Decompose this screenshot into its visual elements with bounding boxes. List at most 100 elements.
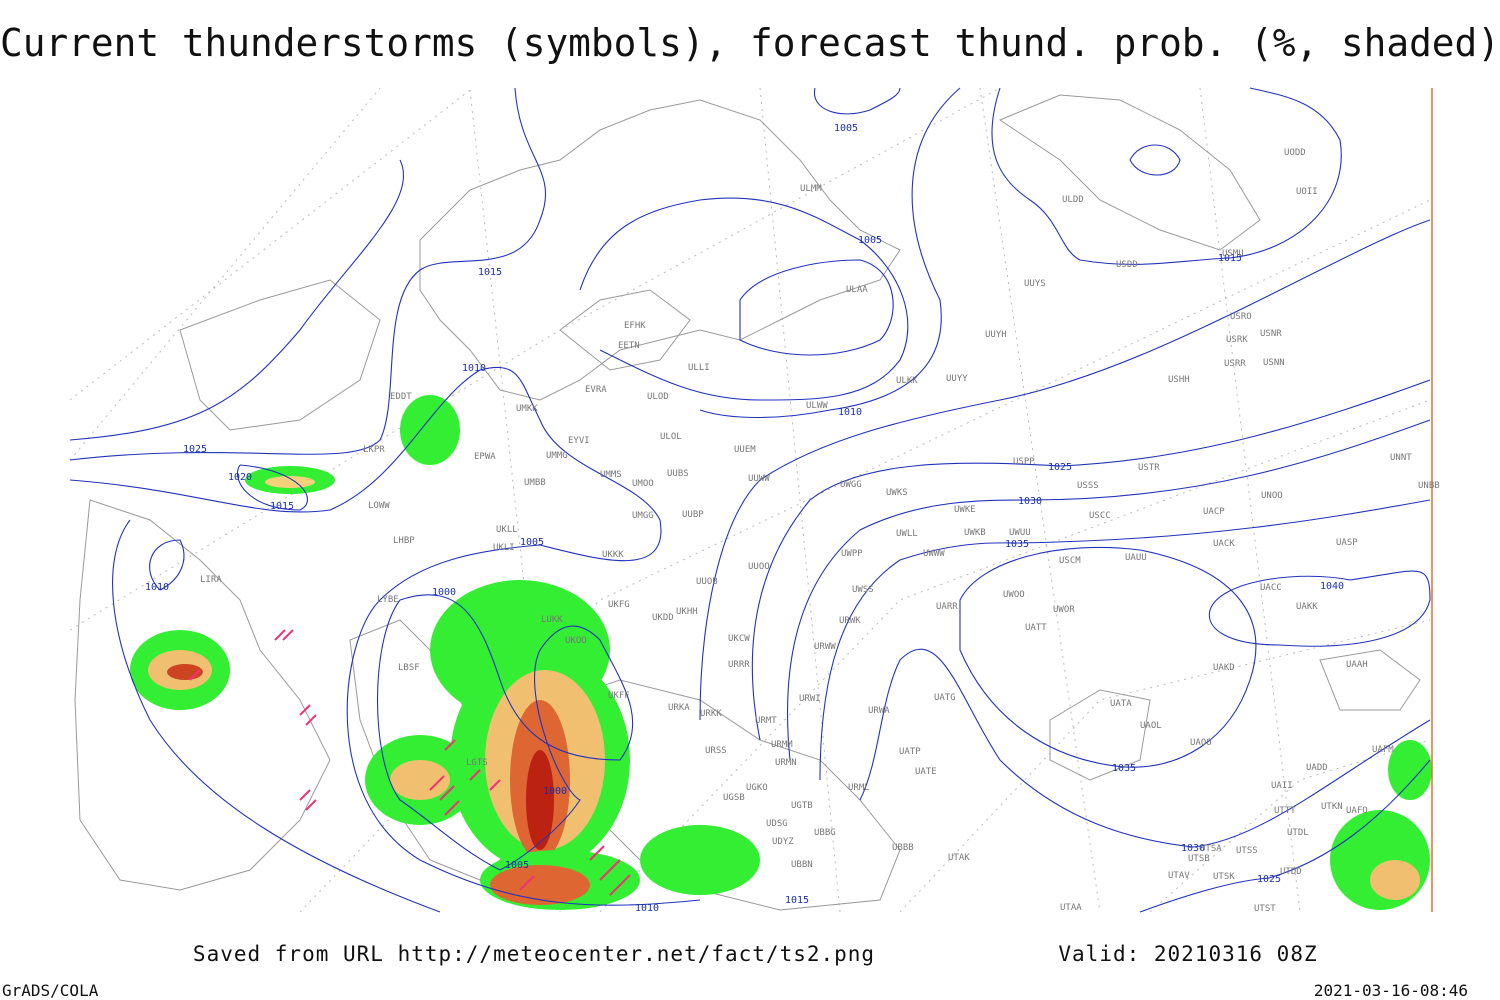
station-label: UWUU — [1009, 528, 1031, 538]
source-url: Saved from URL http://meteocenter.net/fa… — [193, 942, 875, 966]
station-label: UACP — [1203, 507, 1225, 517]
station-label: UATG — [934, 693, 956, 703]
isobar-label: 1000 — [432, 587, 456, 598]
station-label: UKFF — [608, 691, 630, 701]
station-label: UUEM — [734, 445, 756, 455]
station-label: ULOD — [647, 392, 669, 402]
station-label: UATT — [1025, 623, 1047, 633]
timestamp: 2021-03-16-08:46 — [1314, 981, 1468, 1000]
isobar-label: 1005 — [834, 123, 858, 134]
isobar-label: 1010 — [145, 582, 169, 593]
station-label: UMKK — [516, 404, 538, 414]
isobar-label: 1010 — [635, 903, 659, 914]
station-label: UKCW — [728, 634, 750, 644]
isobar-label: 1015 — [785, 895, 809, 906]
station-label: UTDD — [1280, 867, 1302, 877]
station-label: ULLI — [688, 363, 710, 373]
station-label: UTAK — [948, 853, 970, 863]
isobar-label: 1005 — [858, 235, 882, 246]
isobar-label: 1015 — [270, 501, 294, 512]
station-label: UTST — [1254, 904, 1276, 914]
valid-time: Valid: 20210316 08Z — [1058, 942, 1317, 966]
station-label: UWGG — [840, 480, 862, 490]
station-label: UKOO — [565, 636, 587, 646]
station-label: UTSB — [1188, 854, 1210, 864]
station-label: URRR — [728, 660, 750, 670]
station-label: UADD — [1306, 763, 1328, 773]
station-label: UUYS — [1024, 279, 1046, 289]
station-label: UWKE — [954, 505, 976, 515]
station-label: UAAH — [1346, 660, 1368, 670]
station-label: UTSS — [1236, 846, 1258, 856]
station-label: UKLI — [493, 543, 515, 553]
station-label: UWOO — [1003, 590, 1025, 600]
station-label: UUWW — [748, 474, 770, 484]
station-label: EETN — [618, 341, 640, 351]
station-label: UAFM — [1372, 745, 1394, 755]
station-label: EYVI — [568, 436, 590, 446]
station-label: UDYZ — [772, 837, 794, 847]
station-label: USRR — [1224, 359, 1246, 369]
station-label: UNNT — [1390, 453, 1412, 463]
station-label: EDDT — [390, 392, 412, 402]
station-label: LIRA — [200, 575, 222, 585]
station-label: UOII — [1296, 187, 1318, 197]
station-label: UNBB — [1418, 481, 1440, 491]
station-label: UTTT — [1274, 806, 1296, 816]
station-label: URWI — [799, 694, 821, 704]
station-label: UMOO — [632, 479, 654, 489]
station-label: UGTB — [791, 801, 813, 811]
station-label: USPP — [1013, 457, 1035, 467]
station-label: UAKD — [1213, 663, 1235, 673]
station-label: UBBB — [892, 843, 914, 853]
station-label: UWKS — [886, 488, 908, 498]
station-label: LGTS — [466, 758, 488, 768]
isobar-label: 1040 — [1320, 581, 1344, 592]
station-label: ULOL — [660, 432, 682, 442]
station-label: UWWW — [923, 549, 945, 559]
station-label: USMU — [1222, 249, 1244, 259]
isobar-label: 1010 — [462, 363, 486, 374]
station-label: UWPP — [841, 549, 863, 559]
station-label: ULDD — [1062, 195, 1084, 205]
station-label: USNN — [1263, 358, 1285, 368]
station-label: UTAV — [1168, 871, 1190, 881]
station-label: UODD — [1284, 148, 1306, 158]
station-label: EPWA — [474, 452, 496, 462]
station-label: UNOO — [1261, 491, 1283, 501]
station-label: UTKN — [1321, 802, 1343, 812]
station-label: UACC — [1260, 583, 1282, 593]
station-label: UDSG — [766, 819, 788, 829]
title: Current thunderstorms (symbols), forecas… — [0, 21, 1500, 65]
isobar-label: 1020 — [228, 472, 252, 483]
isobars — [69, 87, 1431, 913]
station-label: URMM — [771, 740, 793, 750]
isobar-label: 1030 — [1018, 496, 1042, 507]
station-label: LYBE — [377, 595, 399, 605]
station-label: UBBN — [791, 860, 813, 870]
station-label: UACK — [1213, 539, 1235, 549]
station-label: UAOO — [1190, 738, 1212, 748]
station-label: USRK — [1226, 335, 1248, 345]
station-label: UGSB — [723, 793, 745, 803]
thunderstorm-symbols — [189, 629, 631, 896]
station-label: UKDD — [652, 613, 674, 623]
station-label: URKA — [668, 703, 690, 713]
station-label: ULKK — [896, 376, 918, 386]
station-label: USRO — [1230, 312, 1252, 322]
station-label: UMGG — [632, 511, 654, 521]
station-label: LHBP — [393, 536, 415, 546]
isobar-label: 1030 — [1181, 843, 1205, 854]
station-label: UKFG — [608, 600, 630, 610]
station-label: UAUU — [1125, 553, 1147, 563]
station-label: UAII — [1271, 781, 1293, 791]
station-label: UTSA — [1200, 844, 1222, 854]
station-label: USCM — [1059, 556, 1081, 566]
isobar-label: 1015 — [478, 267, 502, 278]
isobar-label: 1015 — [1218, 253, 1242, 264]
station-label: URMT — [755, 716, 777, 726]
station-label: UBBG — [814, 828, 836, 838]
isobar-label: 1025 — [1048, 462, 1072, 473]
isobar-label: 1035 — [1112, 763, 1136, 774]
